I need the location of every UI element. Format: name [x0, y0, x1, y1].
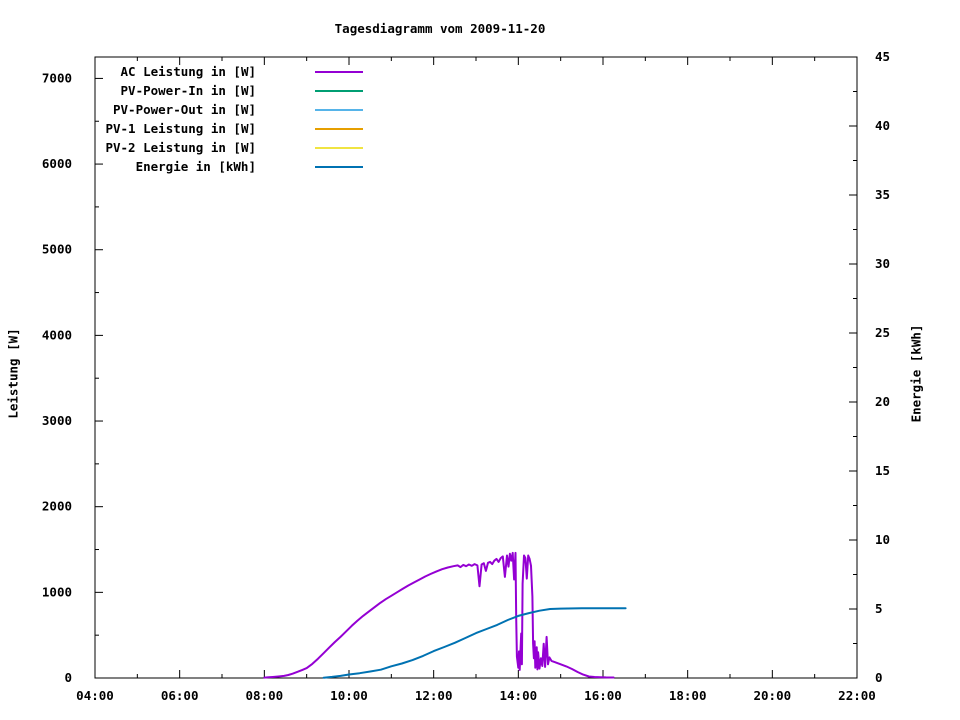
y-right-tick-label: 10: [875, 532, 890, 547]
x-tick-label: 16:00: [584, 688, 622, 703]
y-right-tick-label: 35: [875, 187, 890, 202]
series-ac-leistung-in-w: [263, 551, 615, 679]
y-right-tick-label: 0: [875, 670, 883, 685]
y-right-tick-label: 15: [875, 463, 890, 478]
x-tick-label: 04:00: [76, 688, 114, 703]
x-tick-label: 20:00: [754, 688, 792, 703]
x-tick-label: 18:00: [669, 688, 707, 703]
y-left-tick-label: 5000: [42, 242, 72, 257]
x-tick-label: 12:00: [415, 688, 453, 703]
y-left-tick-label: 3000: [42, 413, 72, 428]
y-left-tick-label: 6000: [42, 156, 72, 171]
legend-label: PV-2 Leistung in [W]: [105, 140, 256, 155]
y-left-tick-label: 1000: [42, 584, 72, 599]
x-tick-label: 06:00: [161, 688, 199, 703]
y-right-tick-label: 40: [875, 118, 890, 133]
legend-label: Energie in [kWh]: [136, 159, 256, 174]
x-tick-label: 14:00: [500, 688, 538, 703]
y-left-tick-label: 4000: [42, 327, 72, 342]
series-energie-in-kwh: [322, 607, 627, 679]
x-tick-label: 22:00: [838, 688, 876, 703]
legend-label: AC Leistung in [W]: [121, 64, 256, 79]
legend-label: PV-Power-In in [W]: [121, 83, 256, 98]
legend-label: PV-Power-Out in [W]: [113, 102, 256, 117]
y-left-tick-label: 0: [64, 670, 72, 685]
y-right-tick-label: 25: [875, 325, 890, 340]
legend-label: PV-1 Leistung in [W]: [105, 121, 256, 136]
x-tick-label: 08:00: [246, 688, 284, 703]
y-right-tick-label: 45: [875, 49, 890, 64]
y-left-tick-label: 2000: [42, 499, 72, 514]
x-tick-label: 10:00: [330, 688, 368, 703]
chart-title: Tagesdiagramm vom 2009-11-20: [334, 21, 546, 36]
y-left-tick-label: 7000: [42, 70, 72, 85]
y-right-tick-label: 30: [875, 256, 890, 271]
y-right-tick-label: 5: [875, 601, 883, 616]
y-right-tick-label: 20: [875, 394, 890, 409]
